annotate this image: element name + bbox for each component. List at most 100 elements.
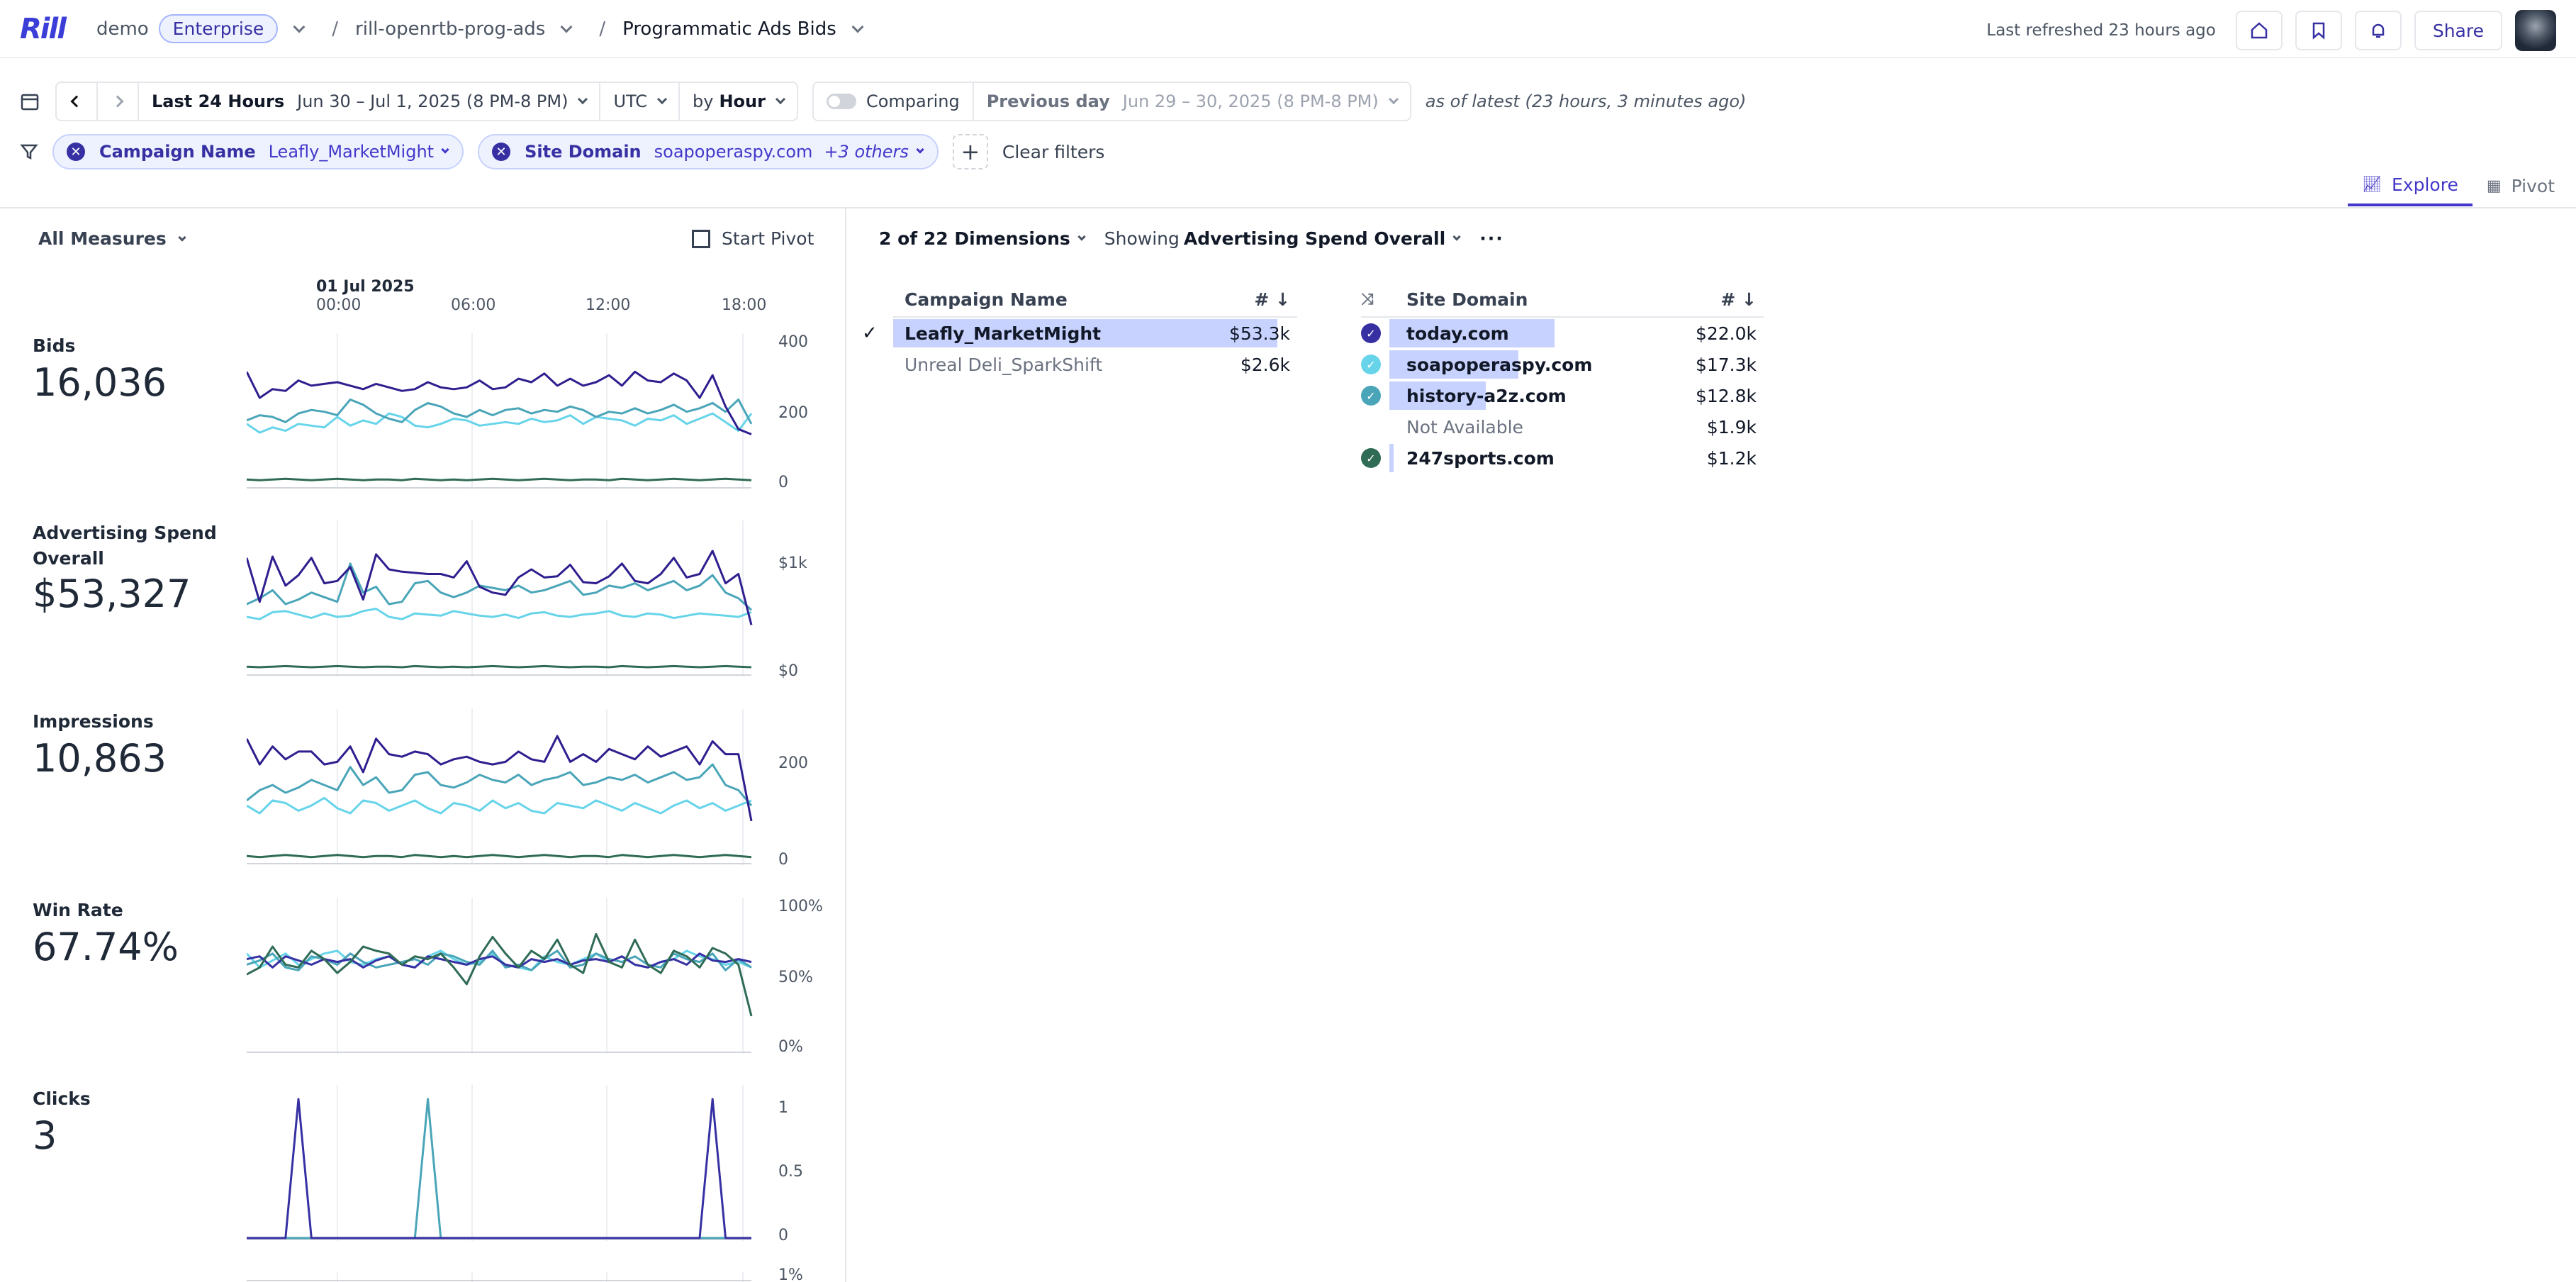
- check-circle-icon: ✓: [1361, 355, 1381, 374]
- add-filter-button[interactable]: +: [952, 134, 988, 169]
- table-header: Campaign Name # ↓: [893, 282, 1297, 318]
- y-tick: 100%: [778, 898, 823, 915]
- as-of-latest: as of latest (23 hours, 3 minutes ago): [1425, 91, 1747, 111]
- table-row[interactable]: ✓ history-a2z.com $12.8k: [1361, 380, 1764, 411]
- project-name[interactable]: rill-openrtb-prog-ads: [355, 18, 546, 40]
- measure-chart-win-rate[interactable]: [247, 898, 761, 1054]
- chevron-left-icon: [70, 95, 83, 108]
- measure-chart-clicks[interactable]: [247, 1085, 761, 1241]
- series-line: [247, 932, 753, 1017]
- alerts-button[interactable]: [2354, 11, 2402, 50]
- pivot-icon: [692, 229, 710, 248]
- row-label: Not Available: [1406, 416, 1523, 437]
- toggle-switch[interactable]: [826, 94, 856, 109]
- dashboard-name[interactable]: Programmatic Ads Bids: [622, 18, 836, 40]
- start-pivot-button[interactable]: Start Pivot: [692, 228, 814, 249]
- measure-value[interactable]: 3: [33, 1113, 57, 1158]
- more-options-icon[interactable]: ···: [1479, 228, 1504, 249]
- breadcrumb-separator: /: [599, 18, 606, 40]
- grain-value: Hour: [719, 91, 766, 111]
- remove-filter-icon[interactable]: ✕: [492, 143, 511, 161]
- sort-header[interactable]: # ↓: [1254, 289, 1290, 310]
- table-row[interactable]: Unreal Deli_SparkShift $2.6k: [893, 349, 1297, 380]
- tab-pivot[interactable]: ▦ Pivot: [2473, 170, 2569, 206]
- measure-label: Impressions: [33, 711, 154, 732]
- measure-chart-bids[interactable]: [247, 333, 761, 489]
- time-grain-selector[interactable]: by Hour: [680, 82, 798, 121]
- table-row[interactable]: Not Available $1.9k: [1361, 411, 1764, 442]
- column-header[interactable]: Site Domain: [1406, 289, 1528, 310]
- comparison-toggle[interactable]: Comparing: [812, 82, 974, 121]
- share-button[interactable]: Share: [2414, 11, 2502, 50]
- org-badge: Enterprise: [158, 14, 279, 43]
- home-bookmark-button[interactable]: [2235, 11, 2283, 50]
- bookmark-button[interactable]: [2295, 11, 2342, 50]
- compare-chart-icon[interactable]: ⤨: [1361, 290, 1374, 308]
- row-label: Unreal Deli_SparkShift: [905, 354, 1103, 375]
- comparison-selector[interactable]: Previous day Jun 29 – 30, 2025 (8 PM-8 P…: [973, 82, 1411, 121]
- table-row[interactable]: ✓ soapoperaspy.com $17.3k: [1361, 349, 1764, 380]
- chevron-down-icon[interactable]: [1452, 232, 1461, 241]
- chevron-down-icon: [441, 145, 449, 154]
- table-row[interactable]: ✓ 247sports.com $1.2k: [1361, 442, 1764, 474]
- timezone-selector[interactable]: UTC: [600, 82, 681, 121]
- series-line: [247, 1098, 751, 1239]
- filter-chip-campaign-name[interactable]: ✕ Campaign Name Leafly_MarketMight: [52, 134, 464, 169]
- chevron-down-icon: [775, 94, 786, 105]
- dimension-header: 2 of 22 Dimensions Showing Advertising S…: [879, 228, 1504, 249]
- y-tick: 1: [778, 1099, 788, 1117]
- breadcrumb-separator: /: [332, 18, 339, 40]
- measure-value[interactable]: $53,327: [33, 572, 191, 616]
- sort-header[interactable]: # ↓: [1720, 289, 1757, 310]
- series-line: [247, 854, 752, 859]
- series-line: [247, 608, 752, 620]
- check-circle-icon: ✓: [1361, 386, 1381, 406]
- showing-measure-selector[interactable]: Advertising Spend Overall: [1183, 228, 1446, 249]
- measure-value[interactable]: 10,863: [33, 736, 167, 781]
- chevron-down-icon: [916, 145, 924, 154]
- chevron-down-icon[interactable]: [560, 21, 573, 33]
- measure-value[interactable]: 67.74%: [33, 925, 179, 969]
- measure-label: Bids: [33, 335, 76, 356]
- chevron-down-icon: [178, 233, 187, 242]
- tab-label: Explore: [2392, 174, 2458, 195]
- home-icon: [2251, 22, 2268, 39]
- clear-filters-button[interactable]: Clear filters: [1002, 141, 1105, 162]
- next-period-button[interactable]: [98, 82, 139, 121]
- filter-extra: +3 others: [824, 142, 909, 162]
- measure-label: Win Rate: [33, 900, 123, 920]
- row-label: today.com: [1406, 323, 1509, 344]
- time-axis-tick: 18:00: [722, 296, 767, 314]
- measure-label: Advertising Spend Overall: [33, 523, 217, 569]
- bookmark-icon: [2312, 22, 2325, 40]
- series-line: [247, 664, 752, 669]
- filter-chip-site-domain[interactable]: ✕ Site Domain soapoperaspy.com +3 others: [478, 134, 939, 169]
- measure-chart-impressions[interactable]: [247, 709, 761, 865]
- y-tick: $1k: [778, 554, 807, 572]
- chevron-down-icon[interactable]: [851, 21, 864, 33]
- pivot-icon: ▦: [2486, 177, 2502, 195]
- org-name[interactable]: demo: [96, 18, 149, 40]
- tab-explore[interactable]: 📈︎ Explore: [2348, 170, 2473, 206]
- y-tick: 200: [778, 754, 808, 772]
- previous-period-button[interactable]: [55, 82, 98, 121]
- rill-logo[interactable]: Rill: [20, 12, 67, 45]
- chevron-down-icon[interactable]: [1077, 232, 1086, 241]
- filter-dimension: Campaign Name: [99, 142, 256, 162]
- dimension-count-selector[interactable]: 2 of 22 Dimensions: [879, 228, 1070, 249]
- time-axis-tick: 06:00: [451, 296, 496, 314]
- avatar[interactable]: [2515, 10, 2556, 51]
- filter-value: soapoperaspy.com: [654, 142, 813, 162]
- table-row[interactable]: ✓ Leafly_MarketMight $53.3k: [862, 318, 1297, 349]
- calendar-icon[interactable]: [20, 91, 40, 111]
- measure-value[interactable]: 16,036: [33, 360, 167, 405]
- all-measures-selector[interactable]: All Measures: [38, 228, 187, 249]
- time-range-selector[interactable]: Last 24 Hours Jun 30 – Jul 1, 2025 (8 PM…: [139, 82, 601, 121]
- remove-filter-icon[interactable]: ✕: [67, 143, 85, 161]
- row-value: $17.3k: [1695, 354, 1757, 375]
- column-header[interactable]: Campaign Name: [905, 289, 1068, 310]
- chevron-down-icon[interactable]: [293, 21, 306, 33]
- table-row[interactable]: ✓ today.com $22.0k: [1361, 318, 1764, 349]
- measure-chart-advertising-spend[interactable]: [247, 520, 761, 676]
- series-line: [247, 370, 752, 435]
